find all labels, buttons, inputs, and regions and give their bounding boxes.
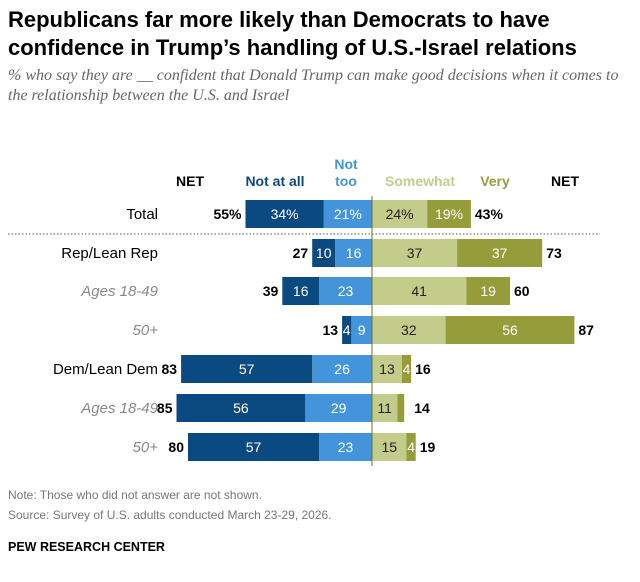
header-somewhat: Somewhat <box>385 173 455 189</box>
bar-not-at-all <box>245 200 324 228</box>
bar-value-label: 23 <box>338 283 354 299</box>
source: Source: Survey of U.S. adults conducted … <box>8 508 332 522</box>
category-label: Total <box>126 206 158 223</box>
bar-not-too <box>305 394 372 422</box>
header-not-too-line2: too <box>335 173 357 189</box>
net-positive-label: 19 <box>420 439 436 455</box>
bar-somewhat <box>372 316 446 344</box>
bar-not-at-all <box>176 394 306 422</box>
bar-value-label: 4 <box>403 361 411 377</box>
bar-value-label: 10 <box>316 245 332 261</box>
bar-not-too <box>319 433 372 461</box>
net-negative-label: 80 <box>168 439 184 455</box>
bar-value-label: 24% <box>386 206 414 222</box>
net-negative-label: 39 <box>263 283 279 299</box>
bar-somewhat <box>372 433 407 461</box>
category-label: Rep/Lean Rep <box>61 245 158 262</box>
bar-value-label: 57 <box>239 361 255 377</box>
net-negative-label: 85 <box>157 400 173 416</box>
net-negative-label: 83 <box>162 361 178 377</box>
bar-not-too <box>312 355 372 383</box>
bar-value-label: 37 <box>492 245 508 261</box>
net-positive-label: 16 <box>415 361 431 377</box>
bar-very <box>401 355 412 383</box>
chart-title: Republicans far more likely than Democra… <box>8 7 577 60</box>
net-negative-label: 55% <box>213 206 242 222</box>
bar-not-too <box>351 316 372 344</box>
bar-value-label: 26 <box>334 361 350 377</box>
header-net-right: NET <box>551 173 579 189</box>
bar-somewhat <box>372 394 398 422</box>
net-positive-label: 14 <box>414 400 430 416</box>
bar-very <box>397 394 405 422</box>
bar-value-label: 9 <box>358 322 366 338</box>
bar-value-label: 37 <box>407 245 423 261</box>
header-net-left: NET <box>176 173 204 189</box>
header-not-too-line1: Not <box>334 156 358 172</box>
bar-not-at-all <box>342 316 352 344</box>
brand-logo-text: PEW RESEARCH CENTER <box>8 540 165 554</box>
bar-value-label: 21% <box>334 206 362 222</box>
bar-value-label: 34% <box>271 206 299 222</box>
net-positive-label: 87 <box>578 322 594 338</box>
bar-very <box>457 239 543 267</box>
bar-not-too <box>319 277 372 305</box>
category-label: 50+ <box>133 322 159 339</box>
bar-value-label: 11 <box>377 400 392 416</box>
bar-not-too <box>335 239 372 267</box>
bar-value-label: 16 <box>293 283 309 299</box>
bar-value-label: 23 <box>338 439 354 455</box>
chart-subtitle: % who say they are __ confident that Don… <box>8 67 619 104</box>
bar-value-label: 4 <box>343 322 351 338</box>
bar-value-label: 15 <box>381 439 397 455</box>
bar-value-label: 4 <box>407 439 415 455</box>
bar-value-label: 16 <box>346 245 362 261</box>
bar-very <box>466 277 510 305</box>
bar-somewhat <box>372 355 402 383</box>
bar-very <box>427 200 471 228</box>
net-positive-label: 43% <box>475 206 504 222</box>
bar-value-label: 56 <box>502 322 518 338</box>
bar-not-too <box>323 200 372 228</box>
category-label: Ages 18-49 <box>80 283 158 300</box>
header-not-at-all: Not at all <box>245 173 304 189</box>
category-label: Dem/Lean Dem <box>53 361 158 378</box>
bar-value-label: 13 <box>379 361 395 377</box>
bar-not-at-all <box>282 277 320 305</box>
bar-somewhat <box>372 277 467 305</box>
bar-not-at-all <box>181 355 313 383</box>
bar-value-label: 29 <box>331 400 347 416</box>
category-label: Ages 18-49 <box>80 400 158 417</box>
category-label: 50+ <box>133 439 159 456</box>
bar-value-label: 57 <box>246 439 262 455</box>
bar-not-at-all <box>312 239 336 267</box>
header-very: Very <box>480 173 510 189</box>
bar-very <box>406 433 416 461</box>
bar-value-label: 41 <box>411 283 427 299</box>
net-positive-label: 73 <box>546 245 562 261</box>
net-negative-label: 13 <box>323 322 339 338</box>
bar-very <box>445 316 575 344</box>
net-positive-label: 60 <box>514 283 530 299</box>
bar-not-at-all <box>188 433 320 461</box>
bar-value-label: 56 <box>233 400 249 416</box>
bar-value-label: 32 <box>401 322 417 338</box>
bar-somewhat <box>372 239 458 267</box>
bar-value-label: 19 <box>480 283 496 299</box>
bar-somewhat <box>372 200 428 228</box>
bar-value-label: 19% <box>435 206 463 222</box>
net-negative-label: 27 <box>293 245 309 261</box>
note: Note: Those who did not answer are not s… <box>8 488 262 502</box>
